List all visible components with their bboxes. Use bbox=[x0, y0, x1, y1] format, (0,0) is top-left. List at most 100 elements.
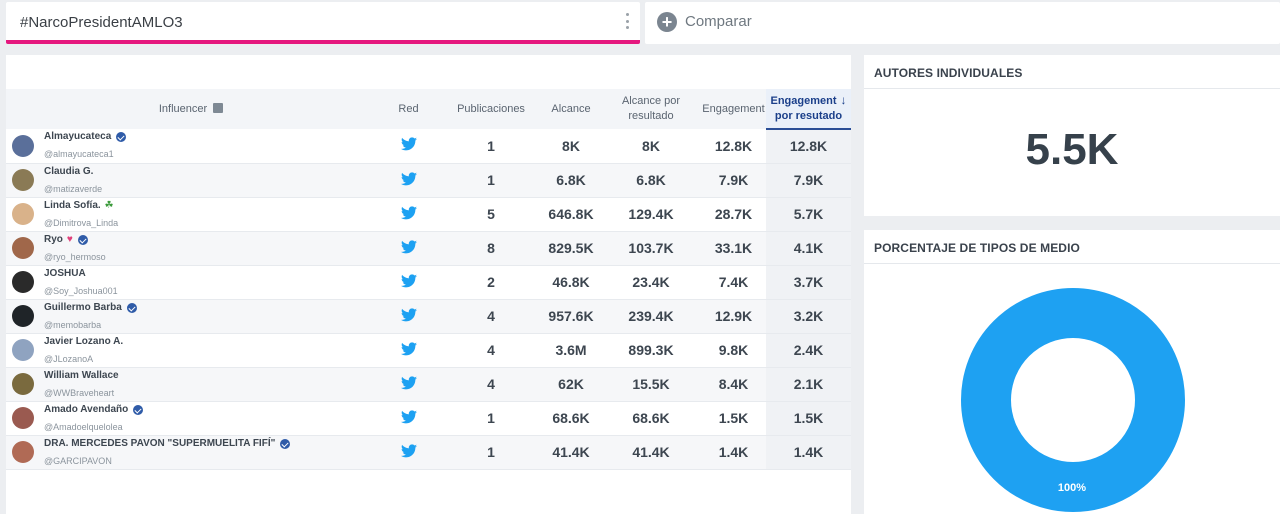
table-row[interactable]: Javier Lozano A. @JLozanoA 4 3.6M 899.3K 9.8K… bbox=[6, 333, 851, 367]
influencer-name[interactable]: Linda Sofía. bbox=[44, 199, 101, 211]
avatar[interactable] bbox=[12, 169, 34, 191]
influencer-name[interactable]: William Wallace bbox=[44, 369, 119, 381]
table-row[interactable]: Linda Sofía. ☘ @Dimitrova_Linda 5 646.8K 129.… bbox=[6, 197, 851, 231]
column-influencer[interactable]: Influencer bbox=[6, 89, 376, 129]
verified-icon bbox=[280, 438, 291, 449]
table-row[interactable]: Amado Avendaño @Amadoelquelolea 1 68.6K 68.6… bbox=[6, 401, 851, 435]
verified-icon bbox=[116, 132, 127, 143]
influencer-handle[interactable]: @GARCIPAVON bbox=[44, 455, 112, 466]
avatar[interactable] bbox=[12, 339, 34, 361]
engagement-resultado-cell: 3.7K bbox=[766, 265, 851, 299]
influencer-name[interactable]: Javier Lozano A. bbox=[44, 335, 124, 347]
network-cell bbox=[376, 435, 441, 469]
influencer-handle[interactable]: @Amadoelquelolea bbox=[44, 421, 123, 432]
influencer-name[interactable]: Guillermo Barba bbox=[44, 301, 122, 313]
influencer-name[interactable]: DRA. MERCEDES PAVON "SUPERMUELITA FIFÍ" bbox=[44, 437, 276, 449]
influencer-cell[interactable]: Almayucateca @almayucateca1 bbox=[6, 129, 376, 163]
more-options-icon[interactable] bbox=[626, 13, 630, 29]
influencer-cell[interactable]: William Wallace @WWBraveheart bbox=[6, 367, 376, 401]
influencer-cell[interactable]: JOSHUA @Soy_Joshua001 bbox=[6, 265, 376, 299]
publicaciones-cell: 2 bbox=[487, 274, 495, 290]
influencer-cell[interactable]: Ryo ♥ @ryo_hermoso bbox=[6, 231, 376, 265]
influencer-panel: Influencer Red Publicaciones Alcance Alc… bbox=[6, 55, 851, 514]
avatar[interactable] bbox=[12, 271, 34, 293]
influencer-cell[interactable]: Javier Lozano A. @JLozanoA bbox=[6, 333, 376, 367]
influencer-handle[interactable]: @almayucateca1 bbox=[44, 149, 114, 160]
avatar[interactable] bbox=[12, 407, 34, 429]
network-cell bbox=[376, 265, 441, 299]
external-link-icon[interactable] bbox=[213, 102, 224, 113]
engagement-resultado-cell: 3.2K bbox=[766, 299, 851, 333]
column-alcance-por-resultado[interactable]: Alcance por resultado bbox=[621, 95, 681, 122]
twitter-icon bbox=[400, 307, 417, 325]
table-row[interactable]: William Wallace @WWBraveheart 4 62K 15.5K 8.4… bbox=[6, 367, 851, 401]
engagement-cell: 7.9K bbox=[718, 172, 749, 188]
influencer-handle[interactable]: @memobarba bbox=[44, 319, 102, 330]
table-row[interactable]: DRA. MERCEDES PAVON "SUPERMUELITA FIFÍ" @… bbox=[6, 435, 851, 469]
publicaciones-cell: 8 bbox=[487, 240, 495, 256]
avatar[interactable] bbox=[12, 237, 34, 259]
table-row[interactable]: Claudia G. @matizaverde 1 6.8K 6.8K 7.9K 7.9K bbox=[6, 163, 851, 197]
twitter-icon bbox=[400, 443, 417, 461]
alcance-resultado-cell: 239.4K bbox=[628, 308, 674, 324]
engagement-cell: 28.7K bbox=[714, 206, 753, 222]
column-engagement[interactable]: Engagement bbox=[702, 102, 765, 115]
influencer-name[interactable]: Claudia G. bbox=[44, 165, 94, 177]
table-row[interactable]: JOSHUA @Soy_Joshua001 2 46.8K 23.4K 7.4K 3.7K bbox=[6, 265, 851, 299]
alcance-cell: 62K bbox=[558, 376, 584, 392]
influencer-cell[interactable]: Guillermo Barba @memobarba bbox=[6, 299, 376, 333]
influencer-name[interactable]: Amado Avendaño bbox=[44, 403, 129, 415]
network-cell bbox=[376, 231, 441, 265]
twitter-icon bbox=[400, 171, 417, 189]
influencer-cell[interactable]: Claudia G. @matizaverde bbox=[6, 163, 376, 197]
table-row[interactable]: Almayucateca @almayucateca1 1 8K 8K 12.8K 12.8… bbox=[6, 129, 851, 163]
column-alcance[interactable]: Alcance bbox=[551, 102, 591, 115]
table-row[interactable]: Guillermo Barba @memobarba 4 957.6K 239.4K 12… bbox=[6, 299, 851, 333]
alcance-resultado-cell: 6.8K bbox=[636, 172, 666, 188]
influencer-name[interactable]: JOSHUA bbox=[44, 267, 86, 279]
avatar[interactable] bbox=[12, 134, 34, 157]
influencer-handle[interactable]: @matizaverde bbox=[44, 183, 103, 194]
media-types-card: PORCENTAJE DE TIPOS DE MEDIO 100% bbox=[864, 230, 1280, 514]
influencer-name[interactable]: Almayucateca bbox=[44, 131, 112, 143]
column-red[interactable]: Red bbox=[398, 102, 419, 115]
influencer-cell[interactable]: DRA. MERCEDES PAVON "SUPERMUELITA FIFÍ" @… bbox=[6, 435, 376, 469]
influencer-cell[interactable]: Linda Sofía. ☘ @Dimitrova_Linda bbox=[6, 197, 376, 231]
engagement-resultado-cell: 12.8K bbox=[766, 129, 851, 163]
influencer-name[interactable]: Ryo bbox=[44, 233, 63, 245]
network-cell bbox=[376, 401, 441, 435]
publicaciones-cell: 4 bbox=[487, 342, 495, 358]
column-publicaciones[interactable]: Publicaciones bbox=[457, 102, 525, 115]
influencer-handle[interactable]: @JLozanoA bbox=[44, 353, 94, 364]
influencer-handle[interactable]: @ryo_hermoso bbox=[44, 251, 106, 262]
alcance-cell: 957.6K bbox=[548, 308, 594, 324]
avatar[interactable] bbox=[12, 441, 34, 463]
influencer-handle[interactable]: @Dimitrova_Linda bbox=[44, 217, 119, 228]
divider bbox=[864, 263, 1280, 264]
table-row[interactable]: Ryo ♥ @ryo_hermoso 8 829.5K 103.7K 33.1K 4.1K bbox=[6, 231, 851, 265]
column-engagement-por-resultado[interactable]: Engagement ↓ por resutado bbox=[766, 89, 851, 130]
avatar[interactable] bbox=[12, 203, 34, 225]
alcance-cell: 646.8K bbox=[548, 206, 594, 222]
verified-icon bbox=[126, 302, 137, 313]
influencer-handle[interactable]: @Soy_Joshua001 bbox=[44, 285, 118, 296]
publicaciones-cell: 4 bbox=[487, 376, 495, 392]
compare-button[interactable]: + Comparar bbox=[645, 2, 1280, 44]
media-types-donut[interactable] bbox=[960, 287, 1186, 513]
alcance-cell: 68.6K bbox=[552, 410, 590, 426]
donut-slice-twitter[interactable] bbox=[961, 288, 1185, 512]
influencer-cell[interactable]: Amado Avendaño @Amadoelquelolea bbox=[6, 401, 376, 435]
twitter-icon bbox=[400, 273, 417, 291]
alcance-resultado-cell: 23.4K bbox=[632, 274, 670, 290]
search-box[interactable]: #NarcoPresidentAMLO3 bbox=[6, 2, 640, 44]
engagement-cell: 12.8K bbox=[714, 137, 753, 154]
influencer-handle[interactable]: @WWBraveheart bbox=[44, 387, 115, 398]
twitter-icon bbox=[400, 205, 417, 223]
search-query[interactable]: #NarcoPresidentAMLO3 bbox=[20, 14, 183, 31]
verified-icon bbox=[133, 404, 144, 415]
alcance-cell: 8K bbox=[562, 137, 580, 154]
engagement-cell: 9.8K bbox=[718, 342, 749, 358]
avatar[interactable] bbox=[12, 305, 34, 327]
alcance-cell: 46.8K bbox=[552, 274, 590, 290]
avatar[interactable] bbox=[12, 373, 34, 395]
